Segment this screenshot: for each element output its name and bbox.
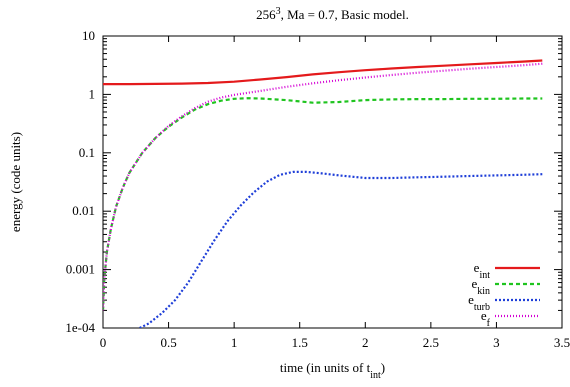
series-layer bbox=[103, 59, 543, 328]
legend-label-int: eint bbox=[474, 260, 491, 281]
x-tick-label: 0.5 bbox=[160, 335, 176, 350]
x-axis-label: time (in units of tint) bbox=[280, 360, 385, 381]
legend-label-f: ef bbox=[481, 308, 491, 329]
chart-title: 2563, Ma = 0.7, Basic model. bbox=[256, 6, 409, 23]
y-tick-label: 10 bbox=[82, 28, 95, 43]
x-tick-label: 2 bbox=[362, 335, 369, 350]
x-tick-label: 0 bbox=[100, 335, 107, 350]
series-line-int bbox=[103, 59, 543, 86]
series-line-f bbox=[103, 62, 543, 311]
y-tick-label: 0.1 bbox=[79, 145, 95, 160]
x-tick-label: 1.5 bbox=[292, 335, 308, 350]
series-line-turb bbox=[139, 170, 543, 328]
plot-frame bbox=[102, 35, 563, 329]
tick-labels: 0 0.5 1 1.5 2 2.5 3 3.5 1e-04 0.001 0.01 0.1 1 10 bbox=[65, 28, 570, 350]
x-tick-label: 2.5 bbox=[423, 335, 439, 350]
x-tick-label: 1 bbox=[231, 335, 238, 350]
y-tick-label: 1e-04 bbox=[65, 320, 95, 335]
legend-label-kin: ekin bbox=[471, 276, 490, 297]
y-tick-label: 1 bbox=[89, 86, 96, 101]
x-tick-label: 3 bbox=[493, 335, 500, 350]
x-tick-label: 3.5 bbox=[554, 335, 570, 350]
y-tick-label: 0.001 bbox=[66, 262, 95, 277]
axis-ticks bbox=[102, 35, 563, 329]
y-axis-label: energy (code units) bbox=[8, 132, 23, 232]
y-tick-label: 0.01 bbox=[72, 203, 95, 218]
legend-label-turb: eturb bbox=[468, 292, 490, 313]
